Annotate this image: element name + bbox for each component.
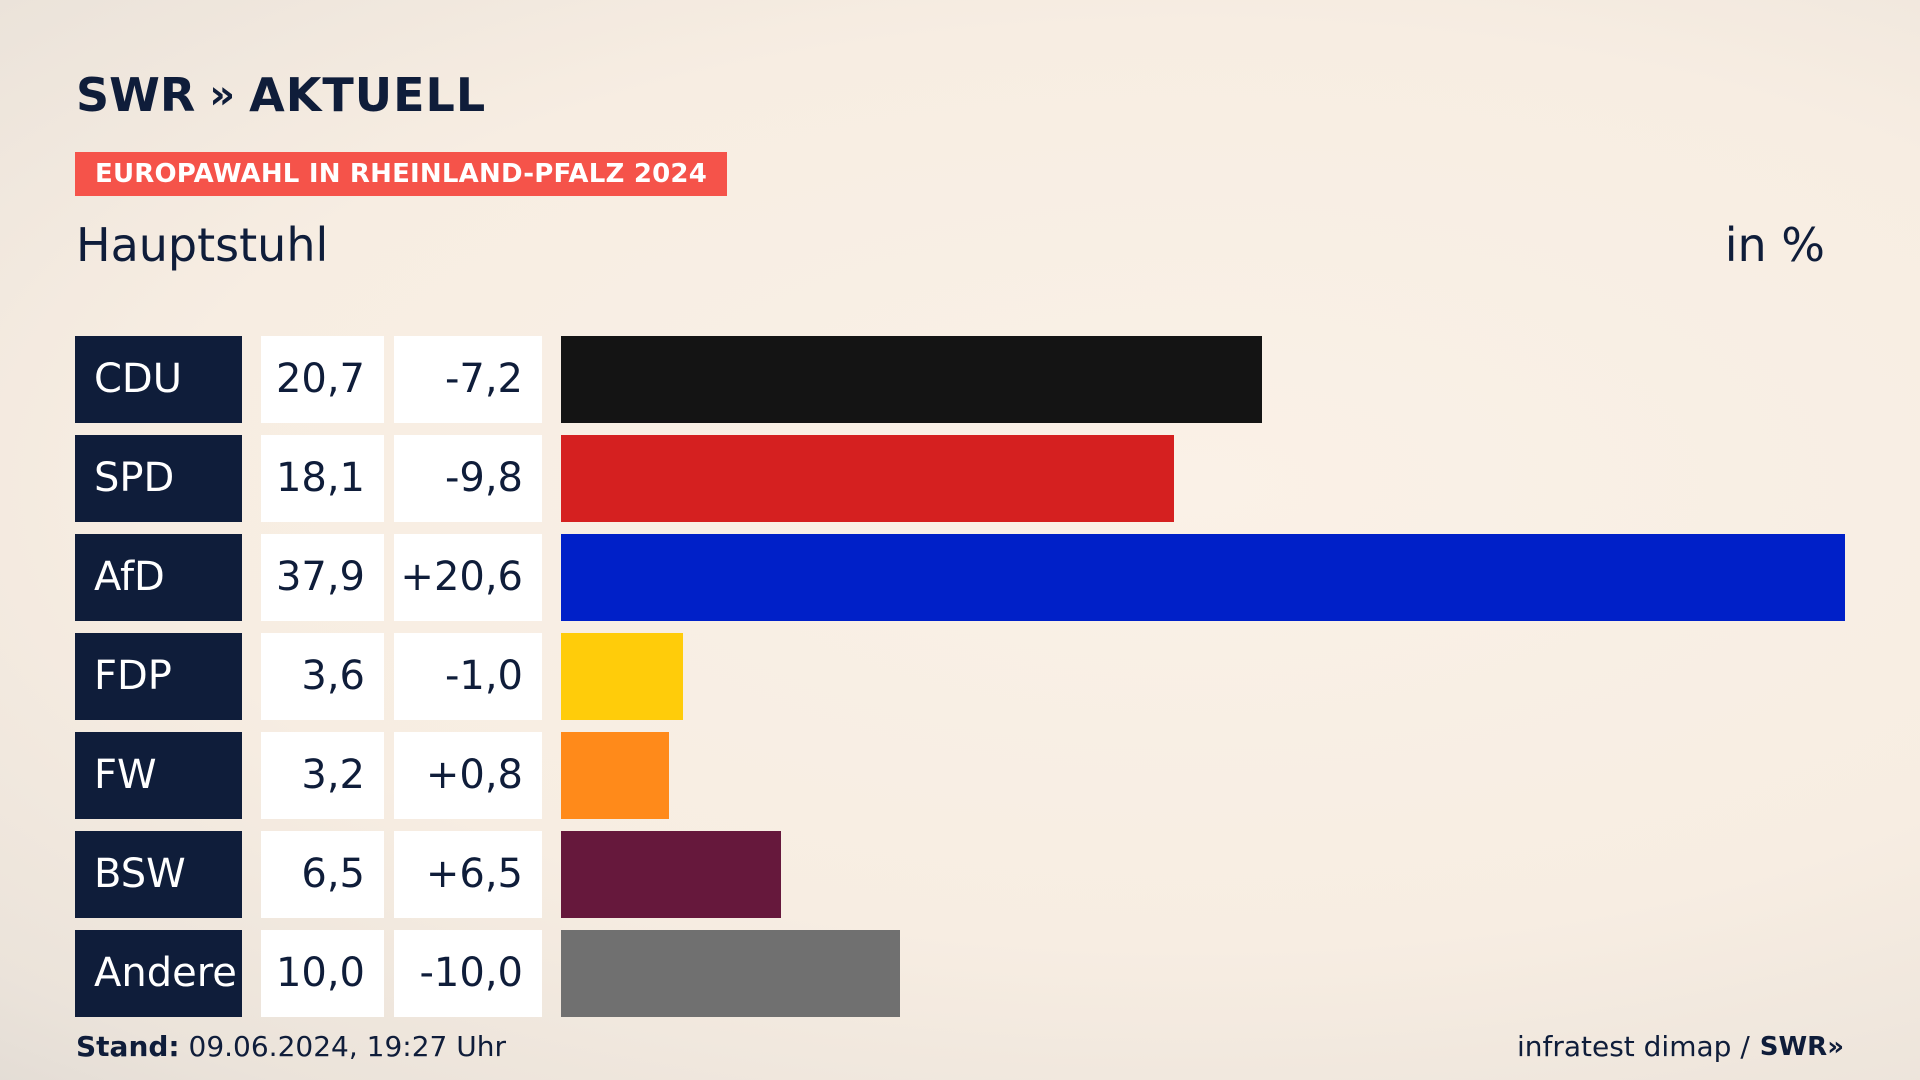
change-value: -9,8 [394,435,542,522]
unit-label: in % [1724,218,1825,272]
swr-mini-chevron-icon: » [1827,1031,1844,1062]
result-row: AfD 37,9 +20,6 [75,534,1845,621]
result-row: FW 3,2 +0,8 [75,732,1845,819]
party-label: FDP [75,633,242,720]
timestamp: Stand: 09.06.2024, 19:27 Uhr [76,1030,506,1063]
change-value: +6,5 [394,831,542,918]
result-bar [561,435,1175,522]
share-value: 6,5 [261,831,384,918]
share-value: 10,0 [261,930,384,1017]
result-row: SPD 18,1 -9,8 [75,435,1845,522]
stand-label: Stand: [76,1030,180,1063]
change-value: -7,2 [394,336,542,423]
result-bar [561,336,1263,423]
logo-chevron-icon: » [209,72,235,118]
share-value: 20,7 [261,336,384,423]
change-value: +0,8 [394,732,542,819]
election-badge: EUROPAWAHL IN RHEINLAND-PFALZ 2024 [75,152,727,196]
result-row: Andere 10,0 -10,0 [75,930,1845,1017]
change-value: -10,0 [394,930,542,1017]
party-label: CDU [75,336,242,423]
result-bar [561,633,683,720]
stand-value: 09.06.2024, 19:27 Uhr [179,1030,506,1063]
share-value: 3,2 [261,732,384,819]
party-label: Andere [75,930,242,1017]
results-chart: CDU 20,7 -7,2 SPD 18,1 -9,8 AfD 37,9 +20,6 FDP 3,6… [75,336,1845,1017]
share-value: 18,1 [261,435,384,522]
party-label: FW [75,732,242,819]
place-title: Hauptstuhl [76,218,329,272]
party-label: SPD [75,435,242,522]
party-label: BSW [75,831,242,918]
result-bar [561,534,1845,621]
party-label: AfD [75,534,242,621]
swr-aktuell-logo: SWR » AKTUELL [76,68,486,122]
logo-name: AKTUELL [249,68,487,122]
result-bar [561,930,900,1017]
result-row: FDP 3,6 -1,0 [75,633,1845,720]
share-value: 3,6 [261,633,384,720]
change-value: +20,6 [394,534,542,621]
swr-mini-logo: SWR» [1760,1032,1844,1062]
swr-mini-logo-text: SWR [1759,1031,1828,1062]
result-bar [561,831,782,918]
result-row: BSW 6,5 +6,5 [75,831,1845,918]
source-text: infratest dimap / [1516,1030,1750,1063]
logo-brand: SWR [76,68,196,122]
change-value: -1,0 [394,633,542,720]
result-bar [561,732,670,819]
source-credit: infratest dimap / SWR» [1517,1030,1844,1063]
result-row: CDU 20,7 -7,2 [75,336,1845,423]
share-value: 37,9 [261,534,384,621]
